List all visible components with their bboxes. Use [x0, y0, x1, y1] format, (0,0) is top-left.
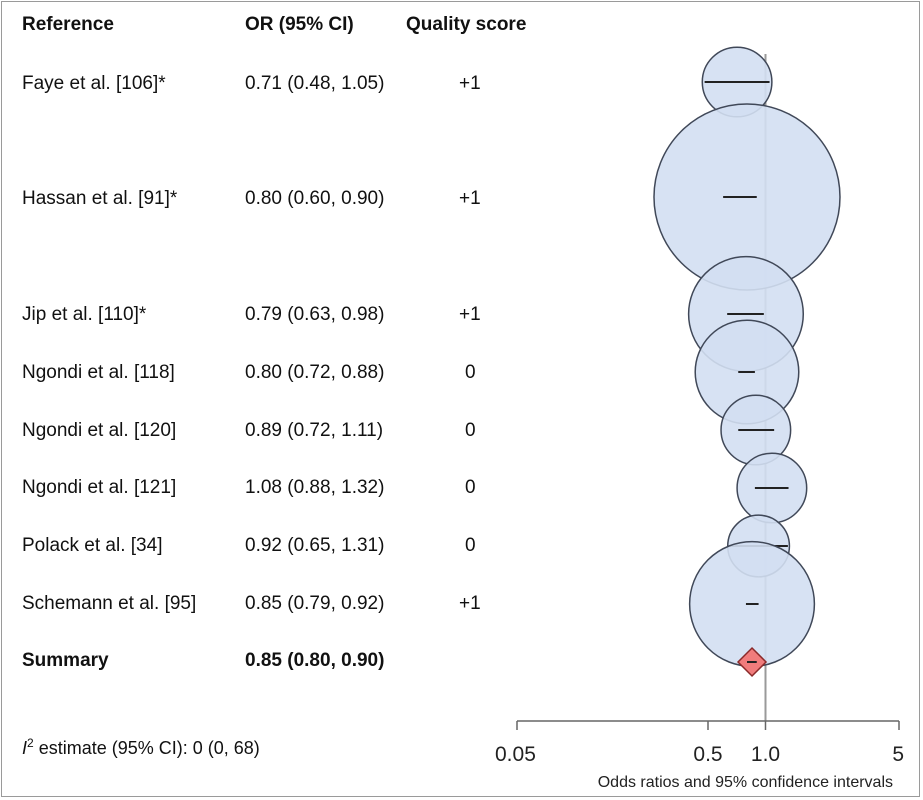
study-or-ci: 0.80 (0.60, 0.90)	[245, 188, 385, 209]
study-quality-score: +1	[459, 304, 481, 325]
heterogeneity-footnote: I2 estimate (95% CI): 0 (0, 68)	[22, 736, 260, 759]
study-or-ci: 1.08 (0.88, 1.32)	[245, 477, 385, 498]
x-axis-title: Odds ratios and 95% confidence intervals	[598, 774, 893, 791]
summary-reference: Summary	[22, 650, 109, 671]
study-or-ci: 0.92 (0.65, 1.31)	[245, 535, 385, 556]
study-reference: Schemann et al. [95]	[22, 593, 197, 614]
study-reference: Polack et al. [34]	[22, 535, 163, 556]
header-quality-score: Quality score	[406, 14, 527, 35]
study-quality-score: 0	[465, 420, 476, 441]
i-squared-superscript: 2	[27, 736, 34, 750]
study-reference: Faye et al. [106]*	[22, 73, 166, 94]
x-tick-label: 5	[892, 743, 904, 766]
study-reference: Ngondi et al. [121]	[22, 477, 177, 498]
study-reference: Hassan et al. [91]*	[22, 188, 178, 209]
x-tick-label: 1.0	[751, 743, 780, 766]
study-quality-score: +1	[459, 188, 481, 209]
study-quality-score: +1	[459, 73, 481, 94]
summary-marker	[736, 646, 768, 678]
study-quality-score: 0	[465, 362, 476, 383]
study-or-ci: 0.80 (0.72, 0.88)	[245, 362, 385, 383]
study-reference: Ngondi et al. [118]	[22, 362, 175, 383]
study-or-ci: 0.85 (0.79, 0.92)	[245, 593, 385, 614]
x-tick-label: 0.05	[495, 743, 536, 766]
heterogeneity-estimate: estimate (95% CI): 0 (0, 68)	[33, 738, 260, 758]
header-reference: Reference	[22, 14, 114, 35]
study-or-ci: 0.79 (0.63, 0.98)	[245, 304, 385, 325]
study-or-ci: 0.71 (0.48, 1.05)	[245, 73, 385, 94]
x-tick-label: 0.5	[693, 743, 722, 766]
study-quality-score: +1	[459, 593, 481, 614]
study-quality-score: 0	[465, 535, 476, 556]
header-or-ci: OR (95% CI)	[245, 14, 354, 35]
study-markers	[653, 46, 841, 668]
x-axis: 0.05 0.5 1.0 5	[495, 720, 904, 766]
study-or-ci: 0.89 (0.72, 1.11)	[245, 420, 384, 441]
study-reference: Ngondi et al. [120]	[22, 420, 177, 441]
study-quality-score: 0	[465, 477, 476, 498]
study-reference: Jip et al. [110]*	[22, 304, 147, 325]
summary-or-ci: 0.85 (0.80, 0.90)	[245, 650, 385, 671]
i-squared-symbol: I	[22, 738, 28, 758]
